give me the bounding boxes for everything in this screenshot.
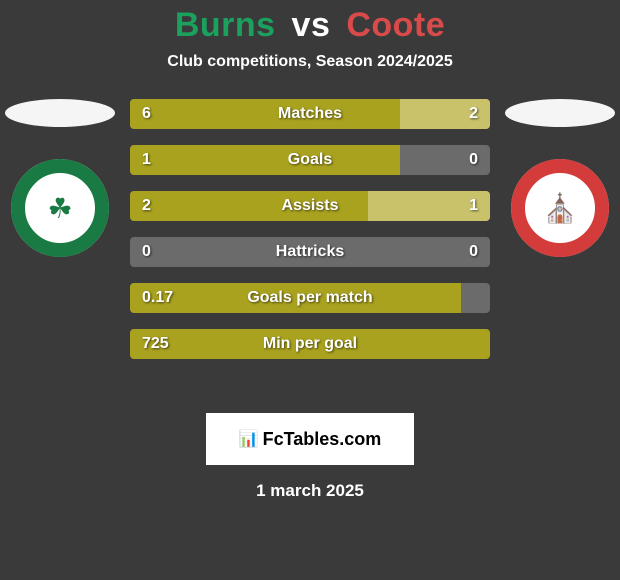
- infographic-container: Burns vs Coote Club competitions, Season…: [0, 0, 620, 501]
- date-line: 1 march 2025: [0, 481, 620, 501]
- footer-logo: 📊 FcTables.com: [206, 413, 414, 465]
- stat-label: Assists: [282, 197, 339, 215]
- stat-label: Matches: [278, 105, 342, 123]
- club-left-badge-ring: [11, 159, 109, 257]
- club-right-badge: ⛪: [511, 159, 609, 257]
- title: Burns vs Coote: [0, 6, 620, 45]
- stat-row: 0 0 Hattricks: [130, 237, 490, 267]
- stat-left-value: 2: [142, 197, 151, 215]
- stat-right-value: 2: [469, 105, 478, 123]
- vs-text: vs: [292, 6, 331, 44]
- main-area: ☘ ⛪ 6 2 Matches 1 0 Goals 2 1 Assists 0 0 Hattricks…: [0, 99, 620, 399]
- stat-left-value: 6: [142, 105, 151, 123]
- bar-left-fill: [130, 99, 400, 129]
- club-right-badge-ring: [511, 159, 609, 257]
- stat-right-value: 0: [469, 243, 478, 261]
- footer-logo-text: FcTables.com: [263, 429, 382, 450]
- player2-name: Coote: [346, 6, 445, 44]
- player1-ellipse: [5, 99, 115, 127]
- club-left-badge: ☘: [11, 159, 109, 257]
- stats-bars: 6 2 Matches 1 0 Goals 2 1 Assists 0 0 Hattricks 0.17…: [130, 99, 490, 375]
- stat-row: 2 1 Assists: [130, 191, 490, 221]
- stat-right-value: 0: [469, 151, 478, 169]
- stat-label: Goals: [288, 151, 332, 169]
- stat-left-value: 0: [142, 243, 151, 261]
- stat-label: Goals per match: [247, 289, 372, 307]
- player2-ellipse: [505, 99, 615, 127]
- stat-label: Min per goal: [263, 335, 357, 353]
- stat-row: 725 Min per goal: [130, 329, 490, 359]
- player1-name: Burns: [175, 6, 276, 44]
- stat-row: 1 0 Goals: [130, 145, 490, 175]
- stat-left-value: 1: [142, 151, 151, 169]
- bar-left-fill: [130, 145, 400, 175]
- stat-left-value: 0.17: [142, 289, 173, 307]
- subtitle: Club competitions, Season 2024/2025: [0, 53, 620, 71]
- stat-row: 0.17 Goals per match: [130, 283, 490, 313]
- stat-right-value: 1: [469, 197, 478, 215]
- stat-label: Hattricks: [276, 243, 344, 261]
- club-left: ☘: [0, 99, 120, 257]
- stat-row: 6 2 Matches: [130, 99, 490, 129]
- stat-left-value: 725: [142, 335, 169, 353]
- club-right: ⛪: [500, 99, 620, 257]
- chart-icon: 📊: [239, 429, 259, 449]
